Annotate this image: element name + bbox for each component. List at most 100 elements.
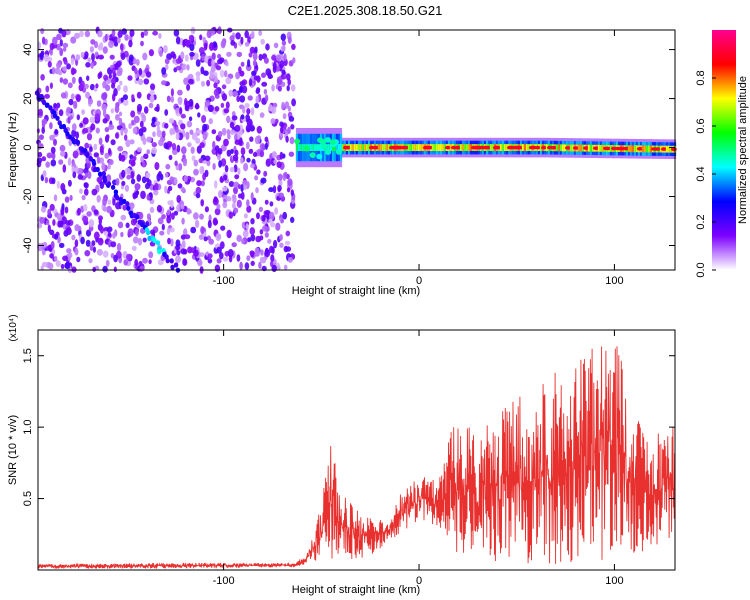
noise-blob <box>102 46 108 54</box>
carrier-peak <box>660 147 667 151</box>
noise-blob <box>58 159 64 165</box>
noise-blob <box>254 247 260 256</box>
noise-blob <box>240 184 244 192</box>
noise-blob <box>132 236 139 244</box>
noise-blob <box>99 42 104 49</box>
noise-blob <box>84 172 89 179</box>
noise-blob <box>264 94 269 102</box>
noise-blob <box>176 204 181 213</box>
noise-blob <box>55 260 61 267</box>
noise-blob <box>142 137 147 145</box>
noise-blob <box>82 127 89 134</box>
noise-blob <box>161 130 166 138</box>
noise-blob <box>280 218 284 224</box>
noise-blob <box>230 148 234 154</box>
noise-blob <box>211 129 217 135</box>
noise-blob <box>284 101 290 109</box>
carrier-core <box>383 144 387 151</box>
noise-blob <box>291 98 296 107</box>
noise-blob <box>62 66 68 72</box>
noise-blob <box>285 246 292 252</box>
noise-blob <box>148 102 154 109</box>
trace-point <box>147 235 152 242</box>
noise-blob <box>59 144 66 152</box>
noise-blob <box>120 154 126 162</box>
noise-blob <box>226 229 232 239</box>
noise-blob <box>60 183 66 192</box>
noise-blob <box>116 243 122 252</box>
noise-blob <box>249 227 256 236</box>
noise-blob <box>79 30 84 38</box>
noise-blob <box>271 246 275 254</box>
noise-blob <box>65 28 71 36</box>
noise-blob <box>175 239 181 247</box>
snr-frame <box>37 329 676 571</box>
noise-blob <box>112 232 116 239</box>
noise-blob <box>218 190 223 198</box>
carrier-core <box>409 144 413 151</box>
noise-blob <box>56 213 63 221</box>
noise-blob <box>251 31 255 39</box>
noise-blob <box>53 103 58 108</box>
noise-blob <box>99 181 105 190</box>
noise-blob <box>183 175 188 183</box>
noise-blob <box>134 67 138 75</box>
carrier-core <box>411 144 415 151</box>
noise-blob <box>241 238 245 245</box>
noise-blob <box>279 121 284 127</box>
noise-blob <box>124 134 128 141</box>
noise-blob <box>54 128 58 135</box>
noise-blob <box>62 255 69 262</box>
noise-blob <box>243 213 248 219</box>
noise-blob <box>174 177 178 185</box>
noise-blob <box>188 34 195 42</box>
noise-blob <box>103 206 107 212</box>
noise-blob <box>129 139 135 145</box>
noise-blob <box>120 52 126 61</box>
noise-blob <box>250 218 255 225</box>
noise-blob <box>212 217 218 226</box>
noise-blob <box>181 217 185 225</box>
noise-blob <box>201 80 205 87</box>
carrier-core <box>629 145 633 153</box>
noise-blob <box>208 118 213 125</box>
noise-blob <box>41 36 46 45</box>
carrier-core <box>597 144 601 152</box>
carrier-knot <box>325 149 332 155</box>
noise-blob <box>83 204 88 212</box>
noise-blob <box>258 261 262 269</box>
noise-blob <box>287 36 292 44</box>
noise-blob <box>201 115 207 123</box>
noise-blob <box>175 255 181 263</box>
carrier-core <box>353 144 357 151</box>
noise-blob <box>262 214 266 222</box>
noise-blob <box>120 127 124 136</box>
noise-blob <box>290 216 295 223</box>
trace-point <box>169 258 174 264</box>
carrier-core <box>339 144 343 151</box>
noise-blob <box>79 188 83 194</box>
noise-blob <box>167 237 171 245</box>
noise-blob <box>220 40 226 49</box>
noise-blob <box>51 152 56 160</box>
noise-blob <box>219 241 225 250</box>
noise-blob <box>165 163 171 170</box>
y-tick-label: 20 <box>22 92 34 104</box>
noise-blob <box>128 39 133 48</box>
noise-blob <box>82 117 89 125</box>
spectrogram-x-ticks: -100 0 100 <box>213 30 624 287</box>
noise-blob <box>214 145 220 152</box>
noise-blob <box>263 170 268 177</box>
noise-blob <box>111 82 116 89</box>
noise-blob <box>60 92 67 99</box>
noise-blob <box>149 192 153 198</box>
carrier-core <box>329 144 333 151</box>
noise-blob <box>110 108 115 114</box>
y-tick-label: -40 <box>22 238 34 254</box>
noise-blob <box>264 209 271 216</box>
noise-blob <box>234 174 240 180</box>
noise-blob <box>64 196 70 203</box>
noise-blob <box>60 150 66 157</box>
noise-blob <box>195 192 201 199</box>
noise-blob <box>260 249 264 256</box>
